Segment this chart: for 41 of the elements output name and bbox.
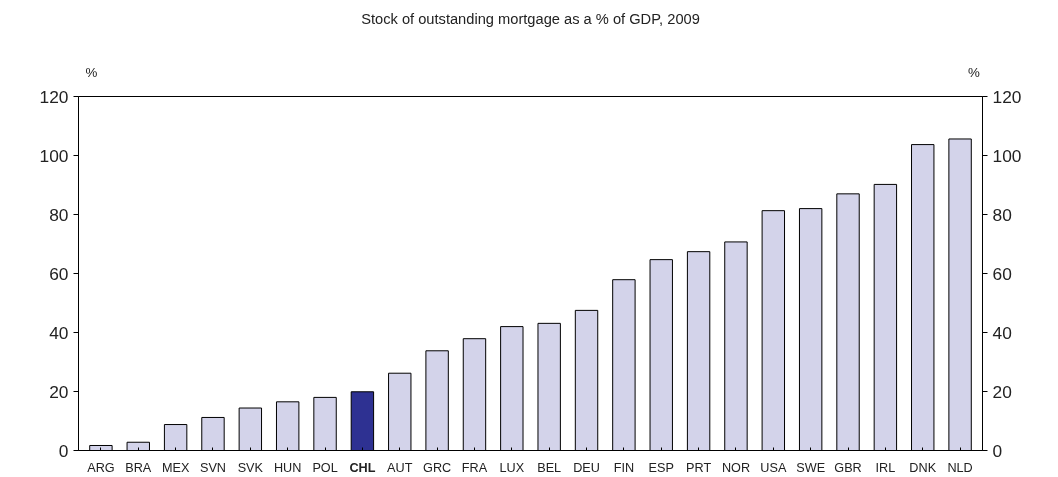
y2-tick-label: 40: [992, 322, 1012, 343]
y-tick-label: 80: [49, 204, 69, 225]
y2-tick-label: 80: [992, 204, 1012, 225]
x-tick-label: DNK: [909, 461, 937, 475]
chart-title: Stock of outstanding mortgage as a % of GDP, 2009: [361, 10, 700, 27]
x-tick-label: AUT: [387, 461, 413, 475]
y2-tick-label: 60: [992, 263, 1012, 284]
x-tick-label: SVN: [199, 461, 226, 475]
y-tick-label: 60: [49, 263, 69, 284]
y2-axis-title: %: [968, 65, 981, 80]
y2-tick-label: 120: [992, 86, 1022, 107]
x-tick-label: GBR: [834, 461, 862, 475]
x-tick-label: ARG: [87, 461, 115, 475]
y-tick-label: 120: [39, 86, 69, 107]
x-tick-label: FRA: [461, 461, 488, 475]
x-tick-label: BEL: [537, 461, 562, 475]
y2-tick-label: 0: [992, 440, 1003, 461]
y-axis-title: %: [85, 65, 98, 80]
x-tick-label: IRL: [875, 461, 896, 475]
x-tick-label: MEX: [161, 461, 190, 475]
x-tick-label: NLD: [947, 461, 973, 475]
x-tick-label: SVK: [237, 461, 264, 475]
x-tick-label: SWE: [796, 461, 826, 475]
x-tick-label: FIN: [613, 461, 635, 475]
x-tick-label: POL: [312, 461, 338, 475]
y2-tick-label: 100: [992, 145, 1022, 166]
y-tick-label: 20: [49, 381, 69, 402]
x-tick-label: PRT: [686, 461, 712, 475]
x-tick-label: DEU: [573, 461, 600, 475]
y2-tick-label: 20: [992, 381, 1012, 402]
y-tick-label: 0: [58, 440, 69, 461]
x-tick-label: NOR: [721, 461, 751, 475]
y-tick-label: 40: [49, 322, 69, 343]
x-tick-label: CHL: [349, 461, 376, 475]
x-tick-label: LUX: [499, 461, 525, 475]
x-tick-label: GRC: [423, 461, 452, 475]
x-tick-label: HUN: [273, 461, 302, 475]
x-tick-label: USA: [760, 461, 787, 475]
x-tick-label: ESP: [648, 461, 674, 475]
x-tick-label: BRA: [125, 461, 152, 475]
y-tick-label: 100: [39, 145, 69, 166]
